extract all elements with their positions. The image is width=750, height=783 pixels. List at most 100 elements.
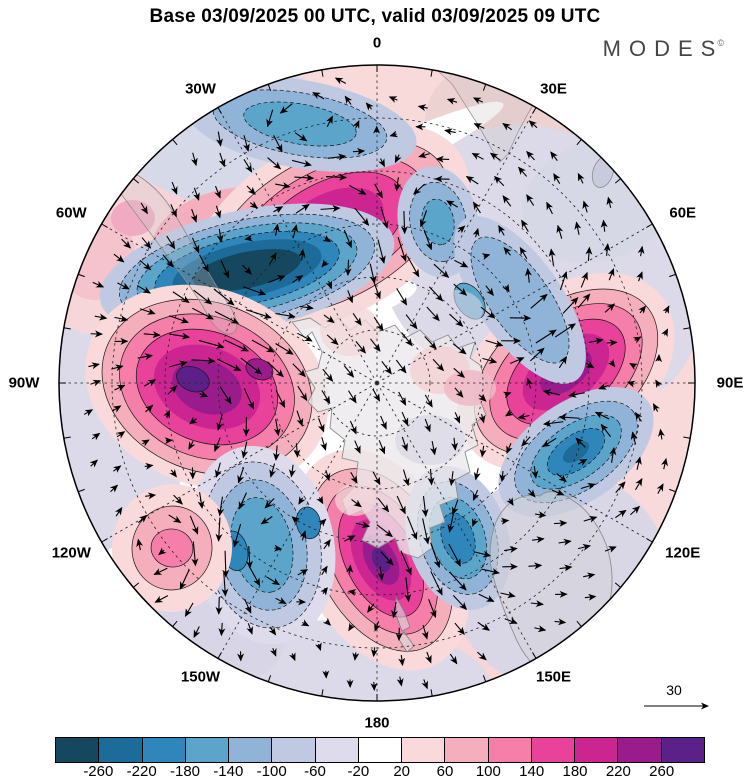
wind-arrow bbox=[532, 536, 545, 544]
wind-arrow bbox=[452, 594, 468, 611]
positive-anomaly-contour bbox=[150, 528, 194, 568]
wind-arrow bbox=[477, 651, 487, 661]
wind-arrow bbox=[558, 356, 568, 369]
wind-arrow bbox=[140, 202, 148, 215]
wind-arrow bbox=[312, 92, 325, 100]
wind-arrow bbox=[179, 569, 190, 590]
wind-arrow bbox=[451, 499, 459, 516]
wind-arrow bbox=[153, 567, 168, 575]
colorbar-cell-8 bbox=[401, 737, 446, 763]
colorbar-tick-label: -180 bbox=[169, 763, 201, 780]
boundary-tick bbox=[430, 689, 433, 697]
wind-arrow bbox=[376, 524, 393, 538]
wind-arrow bbox=[214, 185, 221, 199]
wind-arrow bbox=[372, 388, 381, 402]
meridian-line bbox=[101, 223, 378, 384]
boundary-ticks bbox=[59, 65, 695, 701]
wind-arrow bbox=[139, 308, 156, 315]
wind-arrow bbox=[251, 339, 275, 353]
wind-arrow bbox=[604, 303, 616, 313]
wind-arrow bbox=[473, 468, 481, 481]
wind-arrow bbox=[448, 543, 461, 567]
reference-vector-label: 30 bbox=[666, 682, 682, 698]
wind-arrow bbox=[246, 623, 254, 635]
wind-arrow bbox=[424, 394, 433, 408]
wind-arrow bbox=[556, 473, 567, 483]
wind-arrow bbox=[214, 310, 240, 324]
wind-arrow bbox=[629, 363, 638, 371]
wind-arrow bbox=[568, 390, 585, 398]
wind-arrow bbox=[542, 437, 557, 448]
wind-arrow bbox=[197, 492, 205, 509]
wind-arrow bbox=[249, 567, 261, 587]
wind-arrow bbox=[661, 457, 668, 470]
wind-arrow bbox=[402, 469, 410, 487]
wind-arrow bbox=[90, 379, 102, 387]
wind-arrow bbox=[478, 393, 487, 402]
wind-arrow bbox=[530, 600, 544, 608]
wind-arrow bbox=[267, 157, 282, 170]
wind-arrow bbox=[232, 523, 242, 548]
wind-arrow bbox=[546, 201, 554, 215]
colorbar-cell-3 bbox=[184, 737, 230, 763]
boundary-tick bbox=[172, 620, 178, 627]
wind-arrow bbox=[322, 368, 334, 382]
wind-arrow bbox=[626, 380, 636, 388]
wind-arrow bbox=[425, 651, 432, 664]
boundary-tick bbox=[646, 538, 653, 543]
wind-arrow bbox=[428, 599, 437, 619]
wind-arrow bbox=[143, 331, 161, 339]
colorbar-tick-label: -140 bbox=[213, 763, 244, 780]
longitude-label-120w: 120W bbox=[51, 544, 91, 562]
wind-arrow bbox=[417, 104, 428, 112]
wind-arrow bbox=[485, 285, 494, 296]
boundary-tick bbox=[217, 107, 222, 114]
wind-arrow bbox=[297, 385, 308, 402]
wind-arrow bbox=[583, 572, 596, 580]
longitude-label-60w: 60W bbox=[55, 204, 87, 222]
wind-arrow bbox=[114, 315, 129, 323]
wind-arrow bbox=[388, 96, 398, 103]
negative-anomaly-contour bbox=[562, 441, 590, 463]
wind-arrow bbox=[145, 492, 157, 500]
wind-arrow bbox=[446, 98, 458, 105]
wind-arrow bbox=[320, 205, 341, 213]
wind-arrow bbox=[344, 95, 353, 105]
wind-arrow bbox=[354, 440, 361, 454]
wind-arrow bbox=[170, 204, 177, 218]
wind-arrow bbox=[482, 356, 498, 364]
wind-arrow bbox=[429, 440, 437, 456]
wind-arrow bbox=[551, 488, 565, 496]
meridian-line bbox=[376, 107, 537, 384]
wind-arrow bbox=[220, 260, 230, 279]
boundary-tick bbox=[63, 327, 71, 330]
figure-title: Base 03/09/2025 00 UTC, valid 03/09/2025… bbox=[149, 6, 601, 27]
wind-arrow bbox=[169, 468, 177, 478]
colorbar-cell-14 bbox=[660, 737, 705, 763]
wind-arrow bbox=[550, 151, 558, 161]
wind-arrow bbox=[348, 390, 357, 404]
wind-arrow bbox=[243, 158, 253, 173]
wind-arrow bbox=[291, 516, 300, 525]
wind-arrow bbox=[396, 495, 406, 515]
wind-arrow bbox=[269, 463, 277, 478]
wind-arrow bbox=[501, 517, 510, 525]
wind-arrow bbox=[334, 77, 347, 85]
wind-arrow bbox=[266, 576, 280, 586]
meridian-line bbox=[217, 382, 378, 659]
wind-arrow bbox=[172, 291, 190, 303]
wind-arrow bbox=[323, 470, 331, 482]
boundary-tick bbox=[133, 582, 140, 588]
wind-arrow bbox=[506, 442, 513, 454]
modes-logo-text: MODES bbox=[602, 36, 724, 61]
wind-arrow bbox=[326, 334, 339, 346]
wind-arrow bbox=[535, 329, 557, 344]
boundary-tick bbox=[614, 582, 621, 588]
wind-arrow bbox=[373, 281, 381, 300]
wind-arrow bbox=[471, 518, 479, 527]
wind-arrow bbox=[580, 271, 588, 288]
wind-arrow bbox=[632, 336, 642, 344]
wind-arrow bbox=[154, 595, 169, 603]
boundary-tick bbox=[217, 652, 222, 659]
wind-arrow bbox=[583, 515, 598, 523]
